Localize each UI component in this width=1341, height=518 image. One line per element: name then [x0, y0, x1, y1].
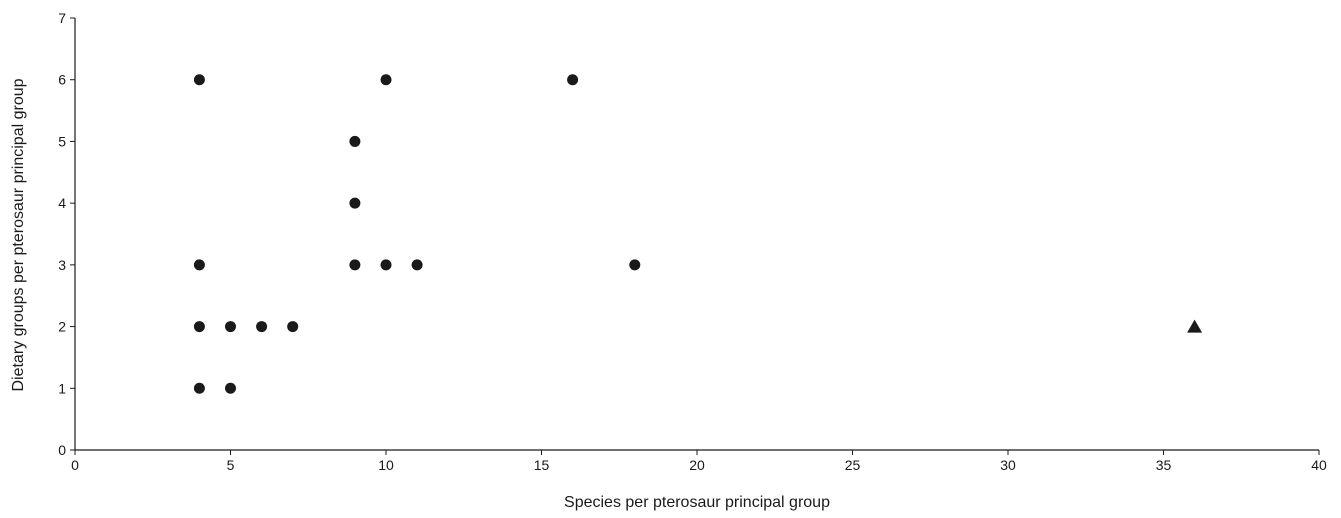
x-tick-label: 30 — [1000, 457, 1016, 473]
x-tick-label: 20 — [689, 457, 705, 473]
data-point-triangle — [1187, 319, 1203, 333]
y-axis-title: Dietary groups per pterosaur principal g… — [10, 78, 27, 391]
data-point — [256, 321, 268, 333]
data-point — [629, 259, 641, 271]
y-tick-label: 0 — [58, 442, 66, 458]
x-tick-label: 5 — [227, 457, 235, 473]
x-tick-label: 40 — [1311, 457, 1327, 473]
data-point — [193, 74, 205, 86]
y-tick-label: 6 — [58, 72, 66, 88]
data-point — [411, 259, 423, 271]
y-tick-label: 7 — [58, 10, 66, 26]
y-tick-label: 2 — [58, 319, 66, 335]
x-tick-label: 35 — [1156, 457, 1172, 473]
data-point — [349, 197, 361, 209]
x-axis-ticks: 0 5 10 15 20 25 30 35 40 — [71, 450, 1327, 473]
y-tick-label: 4 — [58, 195, 66, 211]
x-axis-title: Species per pterosaur principal group — [564, 494, 830, 511]
data-point — [193, 259, 205, 271]
data-point — [380, 259, 392, 271]
y-tick-label: 3 — [58, 257, 66, 273]
data-point — [225, 321, 236, 333]
data-points — [193, 74, 1203, 394]
data-point — [380, 74, 392, 86]
data-point — [349, 259, 361, 271]
data-point — [193, 321, 205, 333]
x-tick-label: 25 — [845, 457, 861, 473]
x-tick-label: 15 — [534, 457, 550, 473]
data-point — [193, 382, 205, 394]
data-point — [225, 382, 236, 394]
y-axis-ticks: 0 1 2 3 4 5 6 7 — [58, 10, 75, 458]
x-tick-label: 10 — [378, 457, 394, 473]
y-tick-label: 5 — [58, 133, 66, 149]
data-point — [349, 135, 361, 147]
x-tick-label: 0 — [71, 457, 79, 473]
data-point — [287, 321, 299, 333]
y-tick-label: 1 — [58, 380, 66, 396]
data-point — [567, 74, 579, 86]
